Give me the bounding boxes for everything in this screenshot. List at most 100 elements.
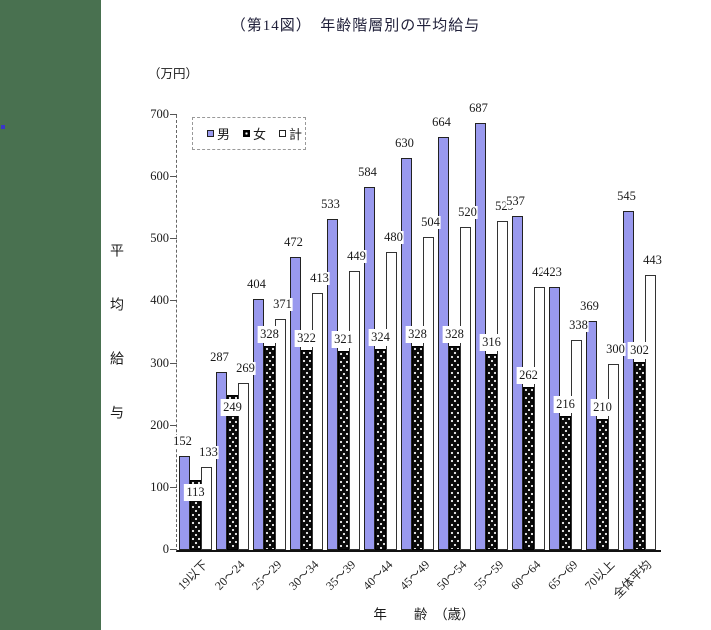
bar-female: [190, 480, 201, 550]
value-label: 369: [579, 299, 600, 313]
bar-total: [386, 252, 397, 550]
bar-total: [312, 293, 323, 550]
bar-male: [623, 211, 634, 550]
bar-total: [460, 227, 471, 550]
category-label: 20〜24: [211, 557, 248, 593]
value-label: 480: [383, 230, 404, 244]
y-tick-label: 600: [150, 169, 169, 183]
y-tick-mark: [170, 114, 177, 115]
value-label: 300: [605, 342, 626, 356]
bar-female: [560, 416, 571, 550]
value-label: 328: [442, 326, 467, 343]
category-label: 60〜64: [507, 557, 544, 593]
value-label: 321: [331, 331, 356, 348]
value-label: 316: [479, 334, 504, 351]
y-tick-label: 400: [150, 293, 169, 307]
bar-female: [449, 346, 460, 550]
bar-total: [571, 340, 582, 550]
value-label: 371: [272, 297, 293, 311]
value-label: 537: [505, 194, 526, 208]
y-tick-mark: [170, 487, 177, 488]
value-label: 216: [553, 396, 578, 413]
value-label: 338: [568, 318, 589, 332]
bar-total: [275, 319, 286, 550]
bar-total: [423, 237, 434, 550]
legend-item-total: 計: [279, 124, 302, 143]
value-label: 152: [172, 434, 193, 448]
category-label: 25〜29: [248, 557, 285, 593]
value-label: 520: [457, 205, 478, 219]
value-label: 449: [346, 249, 367, 263]
y-tick-mark: [170, 176, 177, 177]
value-label: 210: [590, 399, 615, 416]
bar-male: [290, 257, 301, 550]
bar-female: [523, 387, 534, 550]
chart-legend: 男 女 計: [192, 117, 306, 150]
y-axis-unit-label: （万円）: [148, 67, 199, 81]
male-series-swatch-icon: [207, 130, 214, 137]
y-tick-label: 200: [150, 418, 169, 432]
y-tick-mark: [170, 425, 177, 426]
value-label: 322: [294, 330, 319, 347]
bar-female: [227, 395, 238, 550]
bar-female: [338, 351, 349, 550]
bar-total: [534, 287, 545, 550]
bar-female: [264, 346, 275, 550]
category-label: 19以下: [174, 557, 211, 593]
figure-title: （第14図） 年齢階層別の平均給与: [230, 18, 481, 34]
legend-item-male: 男: [207, 124, 230, 143]
value-label: 269: [235, 361, 256, 375]
left-sidebar-panel: [0, 0, 101, 630]
value-label: 287: [209, 350, 230, 364]
value-label: 443: [642, 253, 663, 267]
bar-male: [179, 456, 190, 550]
y-tick-label: 500: [150, 231, 169, 245]
bar-chart-plot-area: 0 100 200 300 400 500 600 700 152 113 133 19以下 287 24…: [150, 102, 663, 601]
value-label: 404: [246, 277, 267, 291]
bar-total: [645, 275, 656, 550]
bar-total: [608, 364, 619, 550]
bar-total: [497, 221, 508, 550]
value-label: 302: [627, 342, 652, 359]
value-label: 423: [542, 265, 563, 279]
bar-male: [549, 287, 560, 550]
category-label: 35〜39: [322, 557, 359, 593]
bar-total: [201, 467, 212, 550]
y-tick-label: 300: [150, 356, 169, 370]
bar-female: [486, 354, 497, 550]
category-label: 50〜54: [433, 557, 470, 593]
category-label: 55〜59: [470, 557, 507, 593]
value-label: 413: [309, 271, 330, 285]
y-tick-mark: [170, 238, 177, 239]
bar-male: [216, 372, 227, 550]
legend-label-male: 男: [217, 127, 231, 142]
legend-label-total: 計: [289, 127, 303, 142]
y-tick-label: 700: [150, 107, 169, 121]
bar-female: [412, 346, 423, 550]
category-label: 30〜34: [285, 557, 322, 593]
bar-female: [301, 350, 312, 550]
bar-male: [253, 299, 264, 550]
x-axis-title: 年 齢 （歳）: [373, 607, 475, 622]
bar-male: [327, 219, 338, 550]
value-label: 262: [516, 367, 541, 384]
bar-male: [438, 137, 449, 550]
y-tick-label: 100: [150, 480, 169, 494]
y-tick-label: 0: [162, 542, 169, 556]
legend-label-female: 女: [253, 127, 267, 142]
value-label: 324: [368, 329, 393, 346]
bar-female: [634, 362, 645, 550]
bar-total: [349, 271, 360, 550]
bar-male: [586, 321, 597, 550]
bar-male: [401, 158, 412, 550]
value-label: 249: [220, 399, 245, 416]
y-tick-mark: [170, 363, 177, 364]
category-label: 全体平均: [610, 557, 655, 602]
bar-male: [364, 187, 375, 550]
value-label: 133: [198, 445, 219, 459]
value-label: 687: [468, 101, 489, 115]
value-label: 584: [357, 165, 378, 179]
value-label: 533: [320, 197, 341, 211]
bar-female: [375, 349, 386, 550]
